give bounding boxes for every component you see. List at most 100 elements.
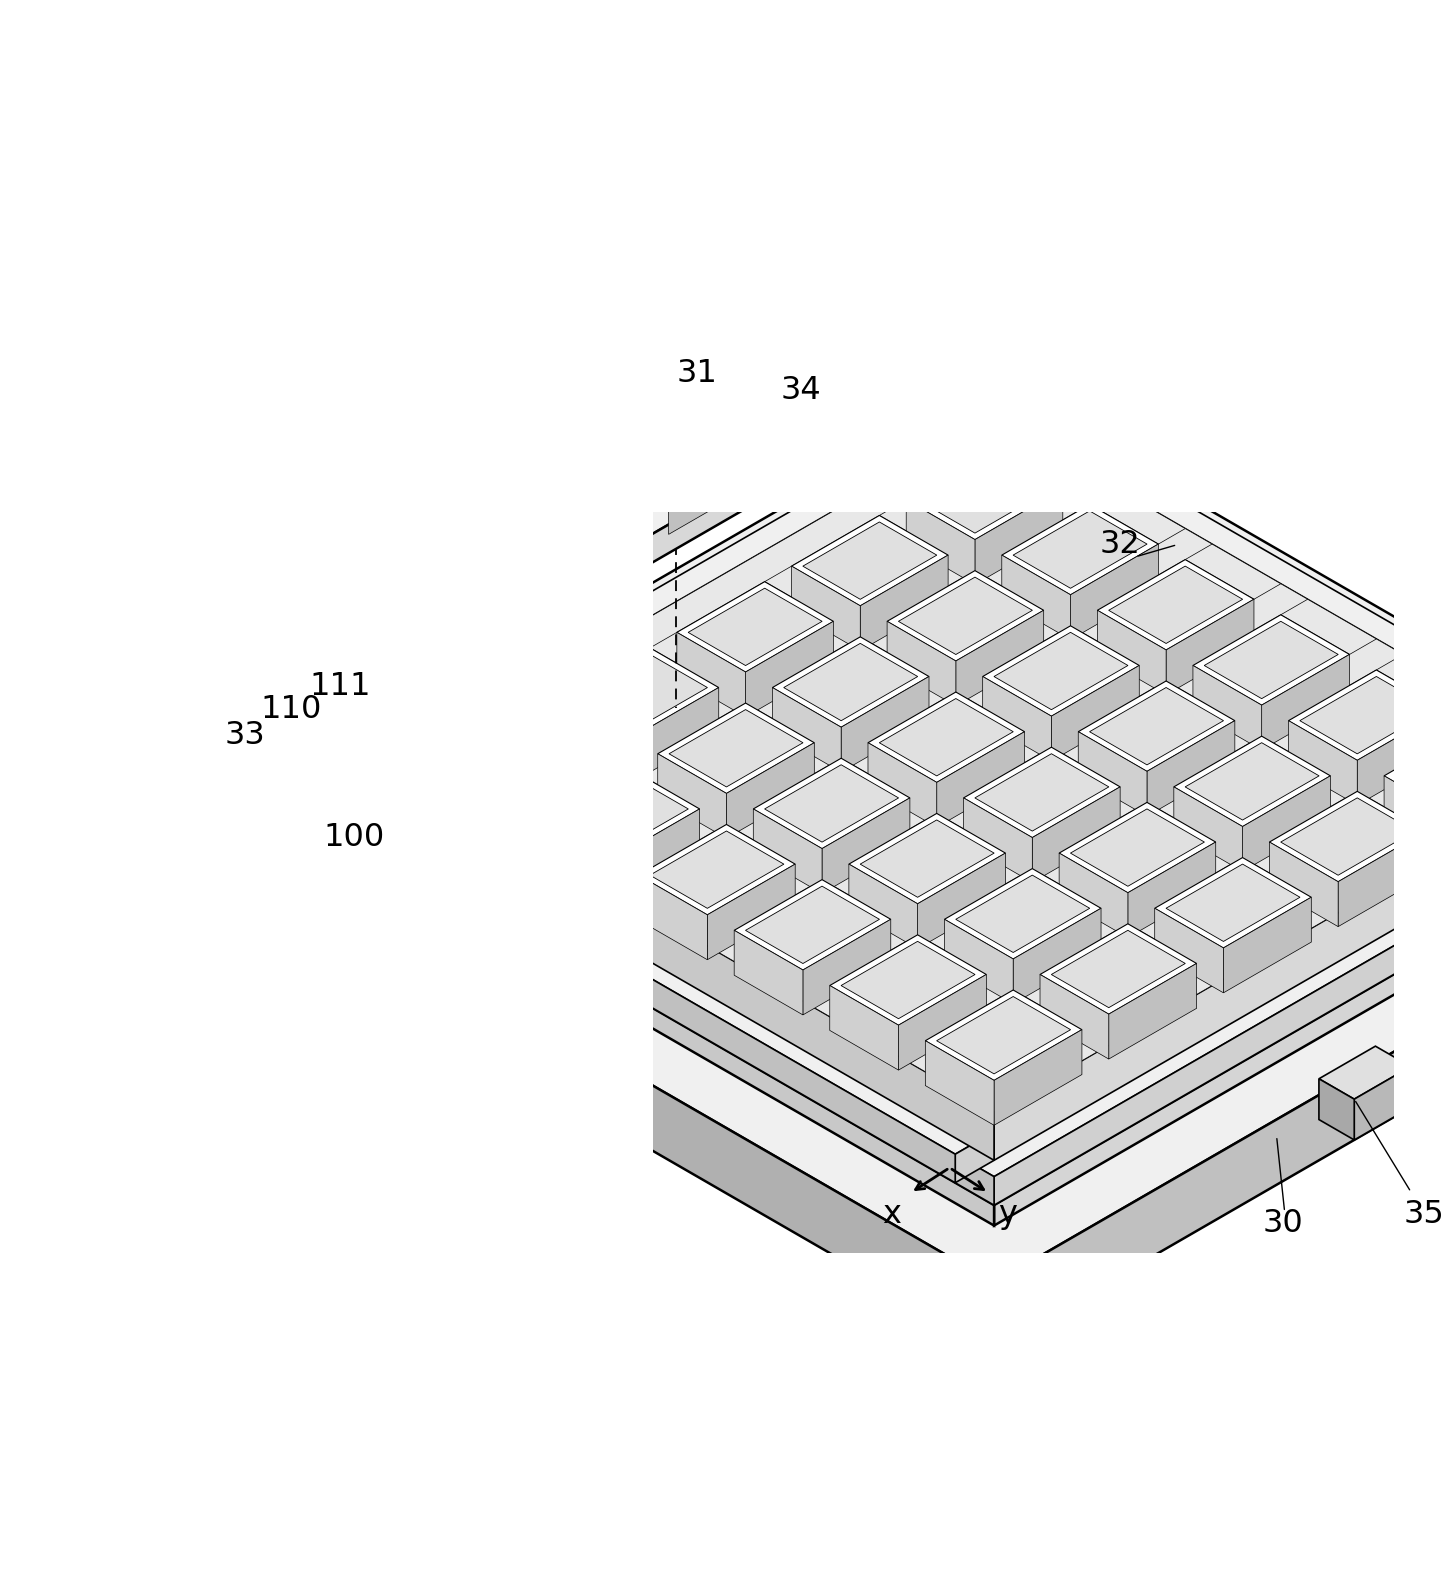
Polygon shape (955, 1154, 995, 1205)
Polygon shape (1098, 610, 1166, 696)
Polygon shape (717, 405, 806, 456)
Polygon shape (1040, 924, 1196, 1015)
Polygon shape (658, 703, 815, 794)
Polygon shape (849, 864, 918, 948)
Polygon shape (1318, 1046, 1411, 1099)
Polygon shape (791, 516, 948, 607)
Polygon shape (354, 416, 1032, 837)
Polygon shape (1154, 908, 1224, 992)
Polygon shape (735, 931, 803, 1015)
Polygon shape (1166, 864, 1300, 942)
Polygon shape (841, 942, 976, 1019)
Polygon shape (887, 570, 1044, 661)
Polygon shape (1204, 621, 1339, 699)
Polygon shape (1269, 842, 1339, 927)
Polygon shape (745, 621, 833, 716)
Polygon shape (489, 473, 1117, 835)
Polygon shape (401, 321, 1022, 708)
Polygon shape (944, 869, 1101, 959)
Polygon shape (995, 632, 1128, 710)
Polygon shape (791, 567, 860, 651)
Polygon shape (803, 522, 937, 599)
Polygon shape (967, 418, 1452, 780)
Polygon shape (1109, 565, 1243, 643)
Polygon shape (317, 394, 1032, 808)
Polygon shape (964, 748, 1119, 837)
Polygon shape (1109, 964, 1196, 1059)
Polygon shape (955, 762, 1452, 1177)
Text: 100: 100 (324, 823, 385, 853)
Polygon shape (317, 784, 354, 837)
Polygon shape (1384, 726, 1452, 816)
Polygon shape (967, 750, 1452, 1112)
Polygon shape (974, 489, 1063, 584)
Polygon shape (623, 616, 1250, 978)
Polygon shape (1070, 545, 1159, 640)
Polygon shape (1059, 802, 1215, 892)
Polygon shape (925, 1040, 995, 1126)
Polygon shape (453, 548, 559, 608)
Polygon shape (1098, 559, 1255, 649)
Polygon shape (829, 986, 899, 1070)
Polygon shape (754, 757, 910, 848)
Polygon shape (887, 306, 976, 357)
Polygon shape (852, 484, 1452, 846)
Polygon shape (794, 351, 900, 411)
Polygon shape (995, 784, 1452, 1205)
Polygon shape (775, 638, 1403, 1000)
Polygon shape (218, 386, 1452, 1283)
Polygon shape (1002, 556, 1070, 640)
Polygon shape (1194, 615, 1349, 705)
Polygon shape (1154, 858, 1311, 948)
Polygon shape (1173, 788, 1243, 872)
Text: 32: 32 (1099, 529, 1140, 561)
Polygon shape (803, 356, 892, 407)
Polygon shape (925, 327, 984, 387)
Polygon shape (639, 875, 707, 959)
Polygon shape (707, 864, 796, 959)
Polygon shape (367, 597, 473, 657)
Polygon shape (632, 454, 720, 505)
Polygon shape (995, 438, 1452, 813)
Polygon shape (1288, 721, 1358, 805)
Polygon shape (738, 551, 1365, 913)
Text: 30: 30 (1262, 1208, 1304, 1239)
Polygon shape (354, 808, 955, 1183)
Polygon shape (630, 688, 719, 783)
Polygon shape (1185, 743, 1318, 819)
Polygon shape (1395, 732, 1452, 808)
Polygon shape (735, 880, 890, 970)
Polygon shape (1318, 1078, 1355, 1140)
Polygon shape (918, 853, 1005, 948)
Polygon shape (1166, 599, 1255, 696)
Polygon shape (754, 426, 815, 486)
Polygon shape (955, 610, 1044, 707)
Polygon shape (964, 797, 1032, 883)
Polygon shape (906, 500, 974, 584)
Polygon shape (1355, 1067, 1411, 1140)
Polygon shape (983, 626, 1140, 716)
Polygon shape (887, 621, 955, 707)
Polygon shape (726, 743, 815, 838)
Text: 110: 110 (260, 694, 321, 726)
Polygon shape (498, 573, 559, 634)
Polygon shape (330, 638, 401, 708)
Polygon shape (1147, 721, 1234, 816)
Polygon shape (574, 654, 707, 732)
Polygon shape (668, 475, 729, 535)
Text: 33: 33 (225, 719, 266, 751)
Polygon shape (562, 648, 719, 738)
Polygon shape (983, 676, 1051, 761)
Polygon shape (974, 754, 1109, 831)
Polygon shape (1281, 797, 1414, 875)
Polygon shape (677, 632, 745, 716)
Polygon shape (623, 449, 729, 510)
Polygon shape (517, 754, 604, 850)
Polygon shape (899, 975, 986, 1070)
Polygon shape (317, 813, 995, 1226)
Polygon shape (880, 699, 1013, 777)
Text: x: x (883, 1199, 902, 1231)
Polygon shape (1339, 831, 1426, 927)
Polygon shape (1079, 732, 1147, 816)
Polygon shape (1032, 788, 1119, 883)
